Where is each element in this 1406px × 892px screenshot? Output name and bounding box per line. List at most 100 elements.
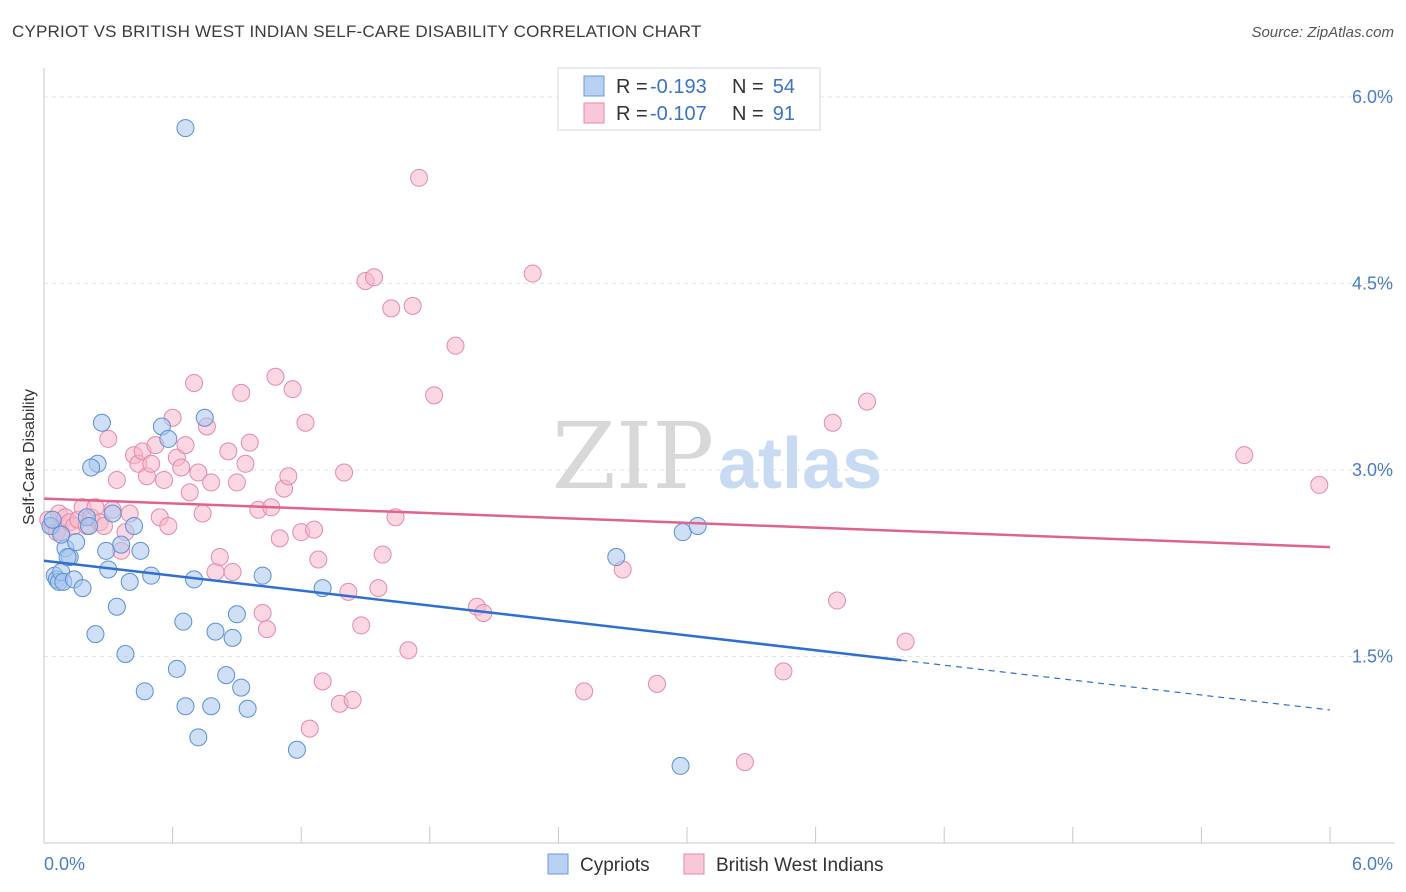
british-west-indian-point bbox=[180, 483, 199, 502]
british-west-indian-point bbox=[365, 268, 384, 287]
y-tick-label: 3.0% bbox=[1352, 460, 1393, 480]
british-west-indian-point bbox=[446, 336, 465, 355]
british-west-indian-point bbox=[206, 562, 225, 581]
british-west-indian-point bbox=[270, 529, 289, 548]
british-west-indian-point bbox=[305, 520, 324, 539]
y-tick-label: 1.5% bbox=[1352, 647, 1393, 667]
british-west-indian-point bbox=[232, 383, 251, 402]
british-west-indian-point bbox=[189, 463, 208, 482]
bottom-legend-label-british-west-indians: British West Indians bbox=[716, 855, 884, 876]
british-west-indian-trend-line bbox=[43, 497, 1331, 549]
cypriot-point bbox=[107, 597, 126, 616]
british-west-indian-point bbox=[202, 473, 221, 492]
trend-lines bbox=[43, 497, 1331, 711]
british-west-indian-point bbox=[142, 454, 161, 473]
cypriot-point bbox=[52, 525, 71, 544]
british-west-indian-point bbox=[257, 620, 276, 639]
data-points bbox=[39, 119, 1329, 775]
british-west-indian-point bbox=[896, 632, 915, 651]
cypriot-point bbox=[167, 659, 186, 678]
british-west-indian-point bbox=[735, 753, 754, 772]
cypriot-point bbox=[103, 504, 122, 523]
british-west-indian-point bbox=[159, 516, 178, 535]
cypriot-point bbox=[223, 628, 242, 647]
british-west-indian-point bbox=[828, 591, 847, 610]
british-west-indian-point bbox=[575, 682, 594, 701]
legend: R = -0.193 N = 54 R = -0.107 N = 91 bbox=[557, 67, 821, 131]
legend-n-label: N = bbox=[732, 103, 764, 125]
cypriot-point bbox=[120, 572, 139, 591]
legend-r-value: -0.107 bbox=[650, 103, 707, 125]
british-west-indian-point bbox=[155, 470, 174, 489]
british-west-indian-point bbox=[369, 579, 388, 598]
british-west-indian-point bbox=[266, 367, 285, 386]
british-west-indian-point bbox=[236, 454, 255, 473]
x-tick-label: 6.0% bbox=[1352, 854, 1393, 874]
british-west-indian-point bbox=[172, 458, 191, 477]
british-west-indian-point bbox=[343, 691, 362, 710]
british-west-indian-point bbox=[425, 386, 444, 405]
x-tick-label: 0.0% bbox=[44, 854, 85, 874]
legend-r-label: R = bbox=[616, 103, 648, 125]
cypriot-trend-extension bbox=[901, 659, 1331, 711]
cypriot-point bbox=[176, 697, 195, 716]
british-west-indian-point bbox=[774, 662, 793, 681]
y-tick-label: 4.5% bbox=[1352, 274, 1393, 294]
legend-n-value: 91 bbox=[773, 103, 795, 125]
cypriot-point bbox=[227, 605, 246, 624]
british-west-indian-point bbox=[296, 413, 315, 432]
cypriot-point bbox=[217, 666, 236, 685]
cypriot-point bbox=[673, 523, 692, 542]
cypriot-point bbox=[174, 612, 193, 631]
watermark-zip: ZIP bbox=[552, 403, 714, 510]
cypriot-point bbox=[287, 740, 306, 759]
cypriot-point bbox=[142, 566, 161, 585]
british-west-indian-point bbox=[309, 550, 328, 569]
british-west-indian-point bbox=[227, 473, 246, 492]
british-west-indian-point bbox=[107, 470, 126, 489]
british-west-indian-point bbox=[253, 603, 272, 622]
cypriot-point bbox=[206, 622, 225, 641]
british-west-indian-point bbox=[399, 641, 418, 660]
british-west-indian-point bbox=[858, 392, 877, 411]
british-west-indian-point bbox=[210, 548, 229, 567]
cypriot-point bbox=[92, 413, 111, 432]
legend-r-value: -0.193 bbox=[650, 76, 707, 98]
cypriot-trend-line bbox=[43, 559, 902, 662]
cypriot-point bbox=[671, 756, 690, 775]
chart-title: CYPRIOT VS BRITISH WEST INDIAN SELF-CARE… bbox=[12, 22, 702, 41]
legend-n-label: N = bbox=[732, 76, 764, 98]
gridlines bbox=[44, 96, 1395, 657]
legend-swatch-cypriots bbox=[583, 75, 605, 97]
british-west-indian-point bbox=[300, 719, 319, 738]
british-west-indian-point bbox=[283, 380, 302, 399]
british-west-indian-point bbox=[382, 299, 401, 318]
british-west-indian-point bbox=[240, 433, 259, 452]
bottom-legend-label-cypriots: Cypriots bbox=[580, 855, 650, 876]
british-west-indian-point bbox=[176, 436, 195, 455]
cypriot-point bbox=[195, 408, 214, 427]
british-west-indian-point bbox=[823, 413, 842, 432]
cypriot-point bbox=[607, 548, 626, 567]
legend-swatch-british-west-indians bbox=[583, 102, 605, 124]
british-west-indian-point bbox=[1235, 446, 1254, 465]
cypriot-point bbox=[43, 510, 62, 529]
cypriot-point bbox=[189, 728, 208, 747]
british-west-indian-point bbox=[193, 504, 212, 523]
y-axis-label: Self-Care Disability bbox=[21, 389, 38, 525]
british-west-indian-point bbox=[279, 467, 298, 486]
watermark-atlas: atlas bbox=[718, 424, 882, 504]
cypriot-point bbox=[176, 119, 195, 138]
british-west-indian-point bbox=[373, 545, 392, 564]
british-west-indian-point bbox=[647, 674, 666, 693]
british-west-indian-point bbox=[99, 429, 118, 448]
cypriot-point bbox=[688, 516, 707, 535]
british-west-indian-point bbox=[313, 672, 332, 691]
bottom-legend-swatch-cypriots bbox=[547, 853, 569, 875]
cypriot-point bbox=[82, 458, 101, 477]
british-west-indian-point bbox=[223, 562, 242, 581]
british-west-indian-point bbox=[1310, 475, 1329, 494]
british-west-indian-point bbox=[335, 463, 354, 482]
x-tick-labels: 0.0% 6.0% bbox=[44, 854, 1393, 874]
